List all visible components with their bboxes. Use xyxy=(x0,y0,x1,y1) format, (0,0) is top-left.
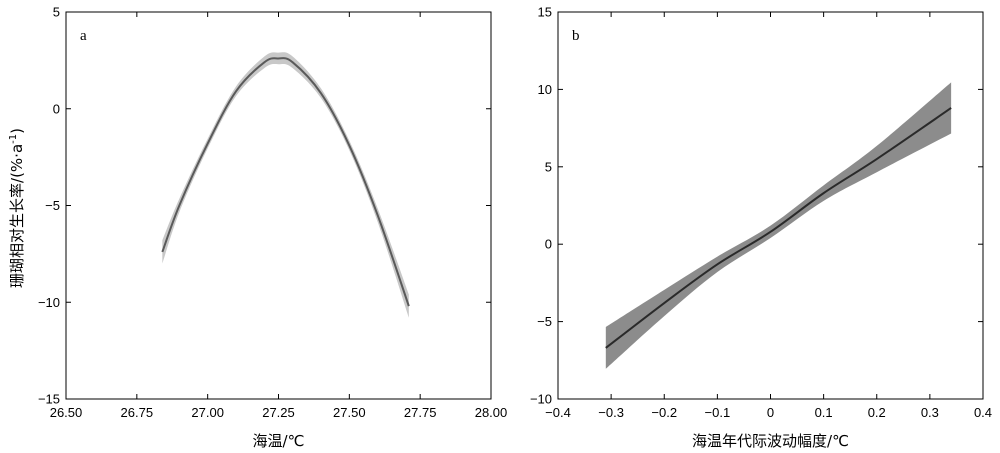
panel-b-fit-line xyxy=(605,107,952,349)
x-tick-label: 27.25 xyxy=(262,405,295,420)
panel-b-x-axis-label: 海温年代际波动幅度/℃ xyxy=(692,432,849,450)
panel-a-frame xyxy=(65,11,492,400)
y-tick-label: −10 xyxy=(530,392,552,407)
x-tick-label: −0.2 xyxy=(651,405,677,420)
panel-a-x-ticks: 26.50 26.75 27.00 27.25 27.50 27.75 28.00 xyxy=(50,12,508,420)
x-tick-label: 27.75 xyxy=(404,405,437,420)
x-tick-label: 0.4 xyxy=(974,405,992,420)
x-tick-label: −0.4 xyxy=(545,405,571,420)
y-tick-label: 0 xyxy=(545,237,552,252)
x-tick-label: 27.00 xyxy=(191,405,224,420)
x-tick-label: 0.1 xyxy=(815,405,833,420)
panel-b-y-ticks: −10 −5 0 5 10 15 xyxy=(530,5,983,407)
y-tick-label: 15 xyxy=(538,5,552,20)
y-tick-label: −15 xyxy=(38,392,60,407)
x-tick-label: 0.2 xyxy=(868,405,886,420)
panel-a-y-ticks: −15 −10 −5 0 5 xyxy=(38,5,491,407)
x-tick-label: 27.50 xyxy=(333,405,366,420)
y-tick-label: −5 xyxy=(537,314,552,329)
x-tick-label: 28.00 xyxy=(475,405,508,420)
x-tick-label: −0.3 xyxy=(598,405,624,420)
y-axis-label-sup: -1 xyxy=(8,134,19,144)
y-tick-label: 0 xyxy=(53,101,60,116)
panel-b-x-ticks: −0.4 −0.3 −0.2 −0.1 0 0.1 0.2 0.3 0.4 xyxy=(545,12,992,420)
y-tick-label: 5 xyxy=(53,5,60,20)
panel-a: 26.50 26.75 27.00 27.25 27.50 27.75 28.00 −15−… xyxy=(38,5,507,451)
panel-b: −0.4 −0.3 −0.2 −0.1 0 0.1 0.2 0.3 0.4 −10 −5 0 5 10 1… xyxy=(530,5,992,451)
x-tick-label: 26.75 xyxy=(121,405,154,420)
x-tick-label: 26.50 xyxy=(50,405,83,420)
y-tick-label: −5 xyxy=(45,198,60,213)
shared-y-axis-label: 珊瑚相对生长率/(%·a-1) xyxy=(8,128,26,288)
y-tick-label: 10 xyxy=(538,82,552,97)
y-tick-label: 5 xyxy=(545,159,552,174)
panel-b-letter: b xyxy=(572,28,580,44)
panel-a-fit-line xyxy=(161,57,410,307)
x-tick-label: 0 xyxy=(767,405,774,420)
panel-a-ci-band xyxy=(162,52,409,318)
y-axis-label-main: 珊瑚相对生长率/(%·a xyxy=(8,144,26,288)
x-tick-label: −0.1 xyxy=(705,405,731,420)
panel-a-x-axis-label: 海温/℃ xyxy=(253,432,305,450)
panel-a-letter: a xyxy=(80,28,87,44)
y-axis-label-close: ) xyxy=(8,128,26,134)
y-tick-label: −10 xyxy=(38,295,60,310)
x-tick-label: 0.3 xyxy=(921,405,939,420)
